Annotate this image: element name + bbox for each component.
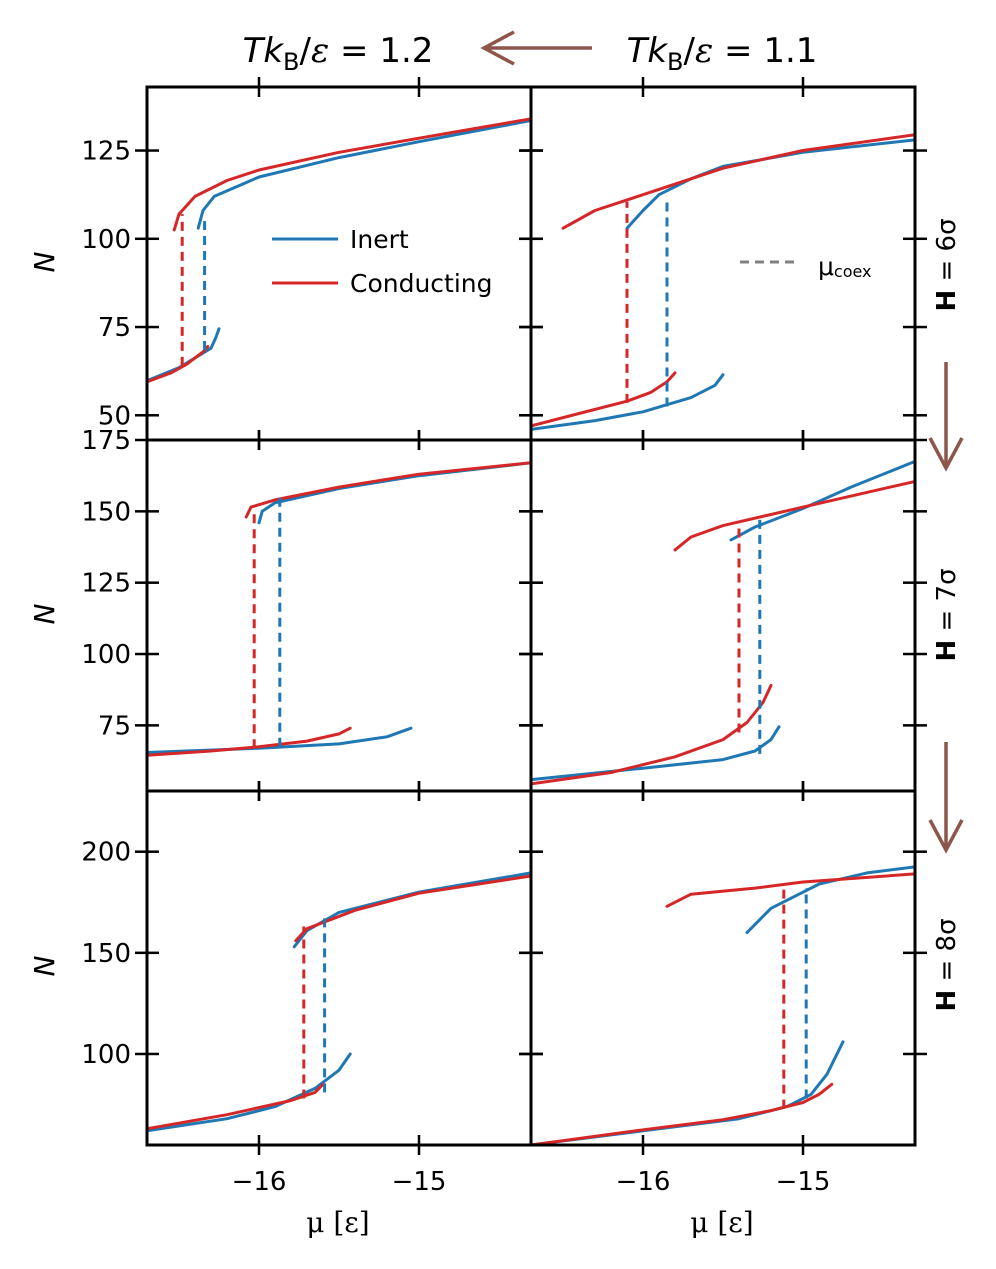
x-tick-label: −16 [232,1167,287,1197]
arrow-down-icon [928,742,964,854]
conducting-curve-segment [147,345,210,384]
panel-frame [145,85,533,442]
panel-r2-c0 [147,871,531,1133]
y-tick-label: 175 [81,426,131,456]
y-tick-label: 50 [98,401,131,431]
arrow-right-to-left-icon [480,30,592,66]
panel-frames [145,85,917,1147]
inert-curve-segment [196,119,531,230]
panel-r1-c1 [531,459,915,786]
conducting-curve-segment [147,1082,325,1131]
y-tick-label: 75 [98,711,131,741]
panel-r0-c1 [531,133,915,431]
y-tick-label: 125 [81,137,131,167]
conducting-curve-segment [244,461,531,519]
x-tick-label: −15 [392,1167,447,1197]
column-title-left: TkB/ε = 1.2 [243,31,434,76]
conducting-curve-segment [531,371,677,428]
inert-curve-segment [292,871,531,949]
inert-curve-segment [625,138,915,230]
inert-curve-segment [531,1040,845,1145]
legend-coex-label: μcoex [818,252,872,281]
row-label-h8: H = 8σ [932,918,962,1011]
conducting-curve-segment [561,133,915,230]
panel-r0-c0 [147,117,531,384]
panel-frame [145,438,533,793]
legend: Inert Conducting [272,225,493,298]
row-label-h7: H = 7σ [932,568,962,661]
panel-r1-c0 [147,461,531,757]
conducting-curve-segment [294,874,531,943]
x-tick-label: −16 [616,1167,671,1197]
legend-inert-label: Inert [350,225,409,254]
inert-curve-segment [531,725,781,782]
conducting-curve-segment [531,1082,834,1145]
tick-marks [135,77,927,1155]
x-axis-label: μ [ε] [306,1206,369,1239]
y-tick-label: 100 [81,1040,131,1070]
y-tick-label: 100 [81,225,131,255]
x-tick-label: −15 [776,1167,831,1197]
conducting-curve-segment [172,117,531,232]
panel-r2-c1 [531,865,915,1145]
column-title-right: TkB/ε = 1.1 [627,31,818,76]
inert-curve-segment [257,461,531,525]
y-tick-label: 200 [81,838,131,868]
y-tick-label: 125 [81,569,131,599]
conducting-curve-segment [673,479,915,552]
y-tick-label: 150 [81,939,131,969]
row-label-h6: H = 6σ [932,218,962,311]
conducting-curve-segment [531,683,773,786]
inert-curve-segment [745,865,915,935]
tick-labels: 50 75 100 125 75 100 125 150 175 100 150 200 −16 −16 −… [81,137,830,1197]
legend-conducting-label: Conducting [350,269,493,298]
conducting-curve-segment [147,726,352,757]
y-axis-label: N [28,955,61,976]
y-axis-label: N [28,251,61,272]
arrow-down-icon [928,362,964,472]
panel-frame [529,789,917,1147]
inert-curve-segment [147,327,221,383]
y-tick-label: 75 [98,313,131,343]
y-tick-label: 100 [81,640,131,670]
x-axis-label: μ [ε] [690,1206,753,1239]
panel-frame [145,789,533,1147]
y-axis-label: N [28,603,61,624]
inert-curve-segment [147,1052,352,1133]
plot-lines [147,117,915,1145]
conducting-curve-segment [665,872,915,908]
legend-coex: μcoex [740,252,872,281]
y-tick-label: 150 [81,497,131,527]
